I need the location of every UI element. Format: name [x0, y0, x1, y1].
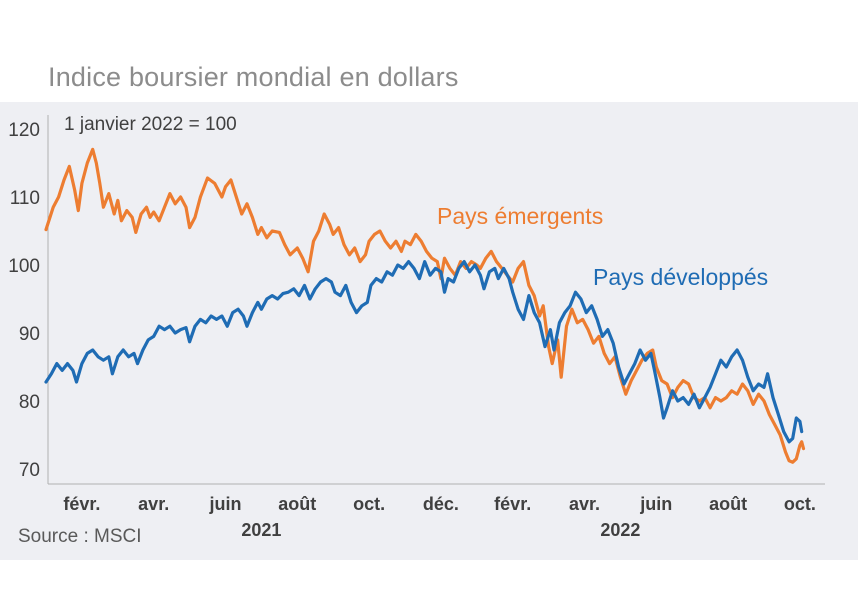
x-tick-label: août	[278, 494, 316, 514]
chart-title: Indice boursier mondial en dollars	[48, 62, 459, 92]
x-tick-label: oct.	[784, 494, 816, 514]
source-note: Source : MSCI	[18, 526, 142, 547]
x-tick-label: juin	[639, 494, 672, 514]
x-tick-label: oct.	[353, 494, 385, 514]
x-tick-label: avr.	[138, 494, 169, 514]
y-tick-label: 70	[19, 460, 40, 481]
x-tick-label: août	[709, 494, 747, 514]
y-tick-label: 120	[8, 120, 40, 141]
year-label: 2021	[241, 520, 281, 540]
base-note: 1 janvier 2022 = 100	[64, 114, 237, 135]
series-label-emerging: Pays émergents	[437, 203, 604, 229]
x-tick-label: févr.	[494, 494, 531, 514]
series-line-developed	[44, 260, 804, 444]
y-tick-label: 80	[19, 392, 40, 413]
x-tick-label: déc.	[423, 494, 459, 514]
x-tick-label: avr.	[569, 494, 600, 514]
x-tick-label: juin	[209, 494, 242, 514]
series-line-emerging	[44, 147, 806, 464]
y-tick-label: 100	[8, 256, 40, 277]
year-label: 2022	[600, 520, 640, 540]
y-tick-label: 90	[19, 324, 40, 345]
series-label-developed: Pays développés	[593, 264, 769, 290]
x-tick-label: févr.	[63, 494, 100, 514]
y-tick-label: 110	[10, 188, 40, 209]
